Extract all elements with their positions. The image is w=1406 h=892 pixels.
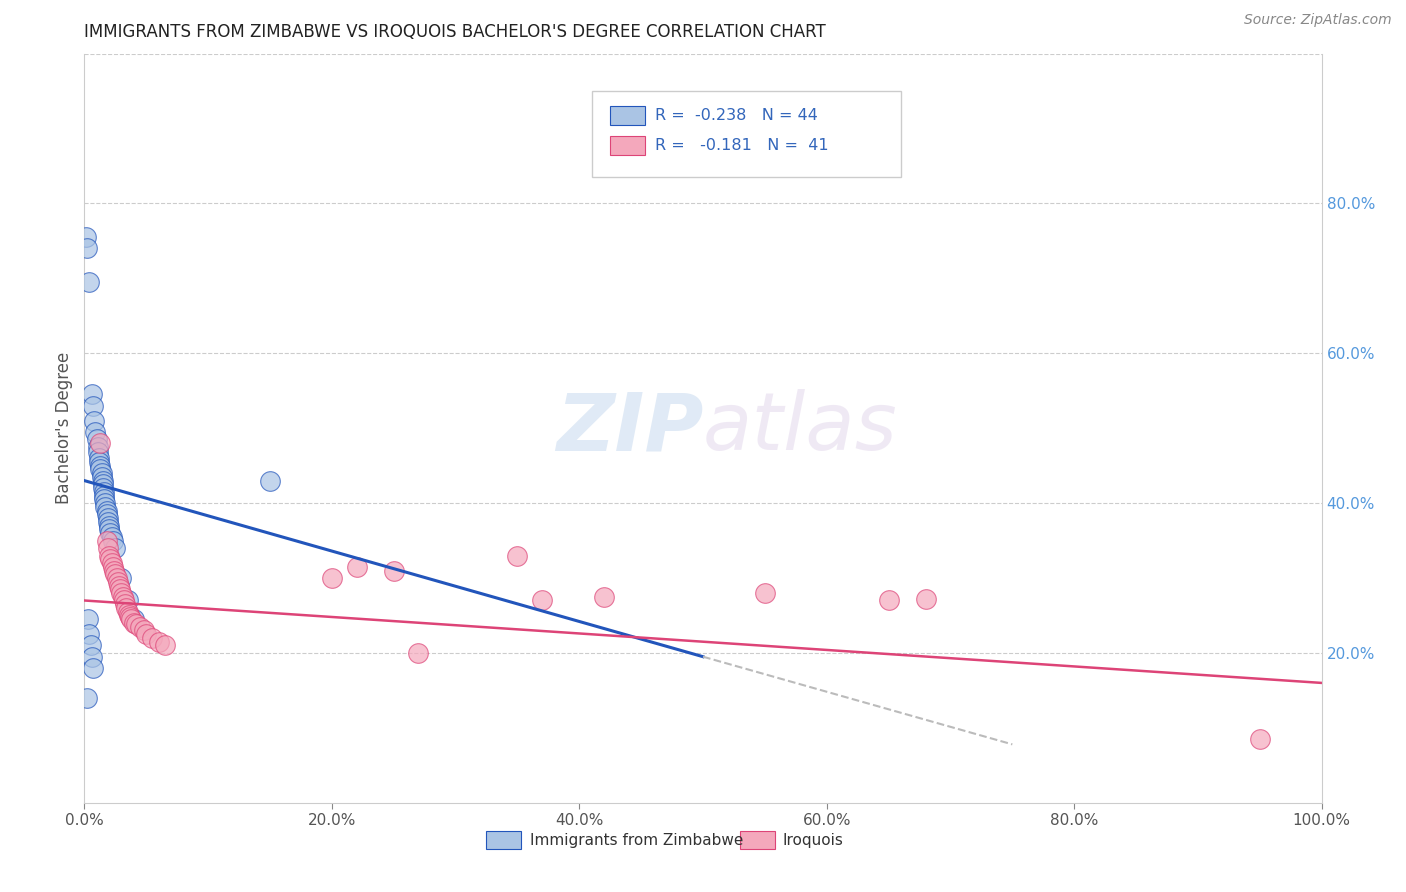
FancyBboxPatch shape [486,830,522,849]
Text: R =   -0.181   N =  41: R = -0.181 N = 41 [655,138,828,153]
Point [83,414,105,428]
Point [107,574,129,589]
Point [105,571,128,585]
Point [80,387,103,401]
Point [114,597,136,611]
Point [80,649,103,664]
Text: Immigrants from Zimbabwe: Immigrants from Zimbabwe [530,833,744,847]
FancyBboxPatch shape [610,106,645,125]
Point [141,631,163,645]
Point [82,399,104,413]
Point [120,610,142,624]
Point [259,474,281,488]
Point [506,549,529,563]
Point [110,582,132,597]
Point [98,552,121,566]
Text: atlas: atlas [703,389,898,467]
Point [117,593,139,607]
Point [104,541,127,555]
Point [117,605,139,619]
Point [321,571,343,585]
Point [89,455,111,469]
FancyBboxPatch shape [740,830,775,849]
Point [120,612,142,626]
Text: Iroquois: Iroquois [782,833,844,847]
Point [89,462,111,476]
Point [87,445,110,459]
Point [89,458,111,473]
Point [90,470,112,484]
Point [79,627,101,641]
Point [148,634,170,648]
Point [346,559,368,574]
Point [100,530,122,544]
Point [98,526,121,541]
Point [101,559,124,574]
Point [91,477,114,491]
FancyBboxPatch shape [610,136,645,154]
Point [531,593,554,607]
Point [96,503,118,517]
Point [135,627,157,641]
Point [118,608,141,623]
Point [108,578,131,592]
Point [101,533,124,548]
Text: Source: ZipAtlas.com: Source: ZipAtlas.com [1244,13,1392,28]
Point [96,508,118,522]
Point [110,571,132,585]
Point [91,481,114,495]
Point [93,492,115,507]
Point [593,590,616,604]
Point [93,484,115,499]
Point [97,511,120,525]
Point [98,549,121,563]
Point [914,592,936,607]
Point [89,436,111,450]
Point [76,690,98,705]
Point [89,451,111,466]
Text: IMMIGRANTS FROM ZIMBABWE VS IROQUOIS BACHELOR'S DEGREE CORRELATION CHART: IMMIGRANTS FROM ZIMBABWE VS IROQUOIS BAC… [84,23,827,41]
Point [112,593,135,607]
Point [125,617,148,632]
Point [90,466,112,480]
Point [129,620,152,634]
Text: ZIP: ZIP [555,389,703,467]
Point [100,556,122,570]
Point [122,615,145,630]
Point [98,522,121,536]
Point [877,593,900,607]
Point [97,515,120,529]
Point [93,489,115,503]
Point [115,601,138,615]
Point [96,533,118,548]
Point [87,440,110,454]
Point [104,567,127,582]
Point [132,624,155,638]
Point [98,518,121,533]
Point [75,230,97,244]
Point [103,564,125,578]
Point [122,612,145,626]
Point [77,612,100,626]
Point [110,586,132,600]
Point [153,639,176,653]
Point [94,500,117,514]
Text: R =  -0.238   N = 44: R = -0.238 N = 44 [655,108,818,123]
Point [754,586,776,600]
Point [1249,732,1271,747]
Point [84,425,107,439]
Point [86,433,108,447]
Point [76,241,98,255]
Point [91,474,114,488]
Point [382,564,405,578]
Point [79,275,101,289]
Point [82,661,104,675]
Point [111,590,134,604]
Point [408,646,430,660]
Y-axis label: Bachelor's Degree: Bachelor's Degree [55,352,73,504]
FancyBboxPatch shape [592,91,901,178]
Point [79,639,101,653]
Point [94,496,117,510]
Point [97,541,120,555]
